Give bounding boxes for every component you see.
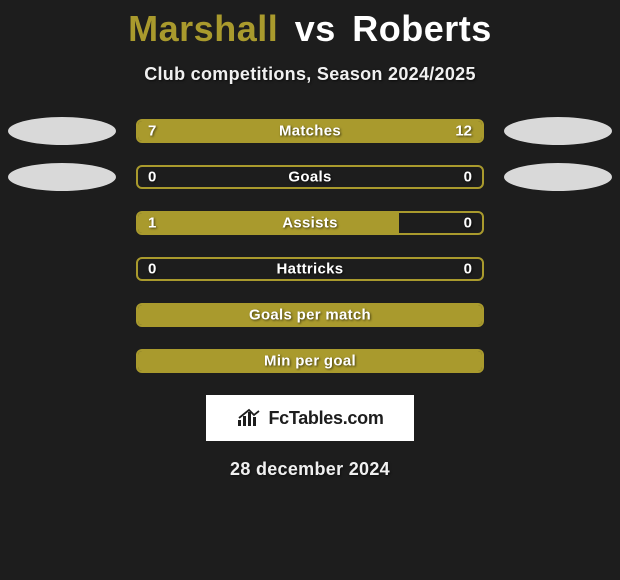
stats-rows: Matches712Goals00Assists10Hattricks00Goa… [0,119,620,373]
spacer [8,301,116,329]
stat-label: Assists [282,215,337,232]
spacer [8,209,116,237]
stat-value-right: 0 [464,261,472,278]
stat-label: Matches [279,123,341,140]
stat-bar: Matches 7 12 [136,119,484,143]
badge-text: FcTables.com [268,408,383,429]
team-badge-right [504,163,612,191]
spacer [504,209,612,237]
stat-row: Hattricks 0 0 [0,257,620,281]
player1-name: Marshall [128,8,278,49]
stat-value-right: 0 [464,215,472,232]
stat-bar: Assists 1 0 [136,211,484,235]
chart-icon [236,408,262,428]
spacer [8,347,116,375]
comparison-title: Marshall vs Roberts [0,0,620,50]
player2-name: Roberts [352,8,492,49]
stat-label: Goals [288,169,331,186]
spacer [504,255,612,283]
spacer [8,255,116,283]
vs-separator: vs [295,8,336,49]
stat-value-left: 0 [148,261,156,278]
stat-bar: Goals 0 0 [136,165,484,189]
stat-label: Min per goal [264,353,356,370]
bar-fill-left [138,213,399,233]
stat-value-right: 0 [464,169,472,186]
stat-label: Hattricks [277,261,344,278]
source-badge: FcTables.com [206,395,414,441]
team-badge-left [8,163,116,191]
stat-bar: Goals per match [136,303,484,327]
stat-row: Assists 1 0 [0,211,620,235]
stat-bar: Min per goal [136,349,484,373]
stat-label: Goals per match [249,307,371,324]
spacer [504,347,612,375]
stat-row: Min per goal [0,349,620,373]
subtitle: Club competitions, Season 2024/2025 [0,64,620,85]
snapshot-date: 28 december 2024 [0,459,620,480]
stat-row: Goals 0 0 [0,165,620,189]
stat-row: Goals per match [0,303,620,327]
bar-fill-left [138,121,265,141]
stat-bar: Hattricks 0 0 [136,257,484,281]
team-badge-right [504,117,612,145]
team-badge-left [8,117,116,145]
spacer [504,301,612,329]
stat-value-left: 0 [148,169,156,186]
stat-row: Matches 7 12 [0,119,620,143]
stat-value-left: 7 [148,123,156,140]
stat-value-left: 1 [148,215,156,232]
stat-value-right: 12 [455,123,472,140]
